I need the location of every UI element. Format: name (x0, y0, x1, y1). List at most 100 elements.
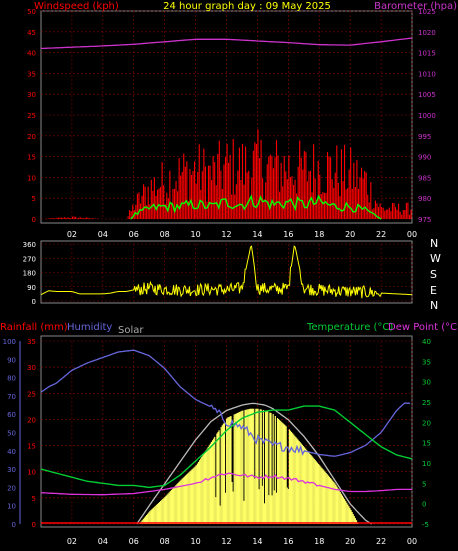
solar-bar (266, 410, 268, 524)
solar-bar (169, 491, 171, 524)
windspeed-bar (150, 179, 152, 219)
windspeed-bar (73, 216, 75, 219)
wind-x-tick-label: 06 (129, 230, 139, 239)
solar-bar (273, 490, 275, 524)
solar-bar (197, 461, 200, 524)
solar-bar (319, 465, 321, 524)
windspeed-bar (353, 162, 355, 219)
solar-bar (165, 495, 167, 524)
solar-label: Solar (118, 325, 144, 336)
barometer-tick-label: 1015 (418, 50, 436, 58)
windspeed-bar (164, 204, 166, 219)
windspeed-bar (226, 143, 228, 219)
windspeed-bar (377, 207, 380, 219)
windspeed-bar (88, 218, 91, 219)
windspeed-bar (277, 155, 279, 219)
solar-bar (232, 491, 234, 524)
solar-bar (295, 437, 297, 524)
windspeed-bar (404, 210, 406, 219)
solar-bar (222, 423, 224, 524)
solar-bar (218, 430, 220, 524)
solar-bar (353, 516, 355, 524)
solar-bar (247, 409, 249, 524)
grid-lines (19, 10, 413, 525)
wind-tick-label: 20 (27, 133, 36, 141)
windspeed-bar (194, 161, 196, 219)
wind-tick-label: 15 (27, 154, 36, 162)
barometer-tick-label: 1025 (418, 8, 436, 16)
windspeed-bar (354, 187, 356, 219)
compass-west: W (430, 252, 441, 265)
windspeed-bar (130, 211, 132, 219)
windspeed-bar (350, 147, 352, 219)
barometer-tick-label: 1020 (418, 29, 436, 37)
windspeed-bar (241, 143, 244, 219)
bottom-x-tick-label: 20 (345, 537, 355, 546)
solar-bar (163, 497, 165, 524)
windspeed-bar (351, 188, 353, 219)
solar-bar (303, 447, 306, 524)
solar-bar (313, 458, 315, 524)
windspeed-bar (204, 166, 206, 219)
windspeed-bar (170, 203, 172, 219)
solar-bar (176, 484, 178, 524)
barometer-tick-label: 1000 (418, 112, 436, 120)
windspeed-bar (248, 170, 250, 219)
solar-max-line (136, 402, 373, 525)
wind-x-tick-label: 02 (67, 230, 77, 239)
windspeed-bar (203, 148, 205, 219)
wind-x-tick-label: 10 (190, 230, 200, 239)
windspeed-bar (211, 180, 213, 219)
solar-bar (308, 452, 310, 524)
humidity-axis-label: Humidity (67, 322, 112, 333)
windspeed-bar (300, 157, 302, 219)
windspeed-bar (396, 209, 398, 219)
solar-bar (158, 501, 161, 524)
solar-bar (263, 503, 266, 524)
solar-bar (298, 440, 300, 524)
windspeed-bar (308, 171, 310, 219)
dewpoint-axis-label: Dew Point (°C) (388, 322, 458, 333)
solar-bar (216, 433, 218, 524)
solar-bar (280, 421, 282, 524)
solar-bar (322, 469, 324, 524)
windspeed-bar (206, 201, 208, 219)
windspeed-bar (269, 154, 271, 219)
bottom-x-tick-label: 02 (67, 537, 77, 546)
windspeed-bar (62, 218, 64, 219)
windspeed-bar (410, 209, 412, 219)
solar-bar (347, 504, 349, 524)
solar-bar (248, 408, 250, 524)
windspeed-bar (279, 191, 281, 219)
windspeed-bar (379, 203, 381, 219)
temperature-line (40, 405, 413, 489)
windspeed-bar (70, 217, 72, 219)
wind-tick-label: 5 (32, 195, 36, 203)
solar-bar (259, 409, 261, 524)
windspeed-bar (311, 192, 313, 219)
solar-bar (270, 413, 272, 524)
solar-bar (228, 417, 230, 524)
solar-bar (333, 481, 335, 524)
solar-bar (190, 470, 192, 524)
solar-bar (310, 455, 312, 524)
windspeed-bar (146, 205, 148, 219)
direction-tick-label: 0 (32, 298, 36, 306)
windspeed-bar (387, 209, 389, 219)
windspeed-bar (201, 171, 203, 219)
solar-bar (233, 414, 235, 524)
solar-bar (252, 408, 254, 524)
wind-tick-label: 45 (27, 29, 36, 37)
windspeed-bar (282, 186, 284, 219)
windspeed-bar (292, 184, 295, 219)
solar-bar (345, 500, 347, 524)
bottom-x-tick-label: 16 (283, 537, 293, 546)
solar-bar (155, 505, 157, 524)
solar-bar (147, 513, 149, 524)
solar-bar (348, 506, 350, 524)
windspeed-bar (302, 169, 304, 219)
windspeed-bar (138, 192, 140, 219)
windspeed-bar (214, 162, 216, 219)
windspeed-bar (161, 162, 163, 219)
solar-bar (267, 411, 269, 524)
